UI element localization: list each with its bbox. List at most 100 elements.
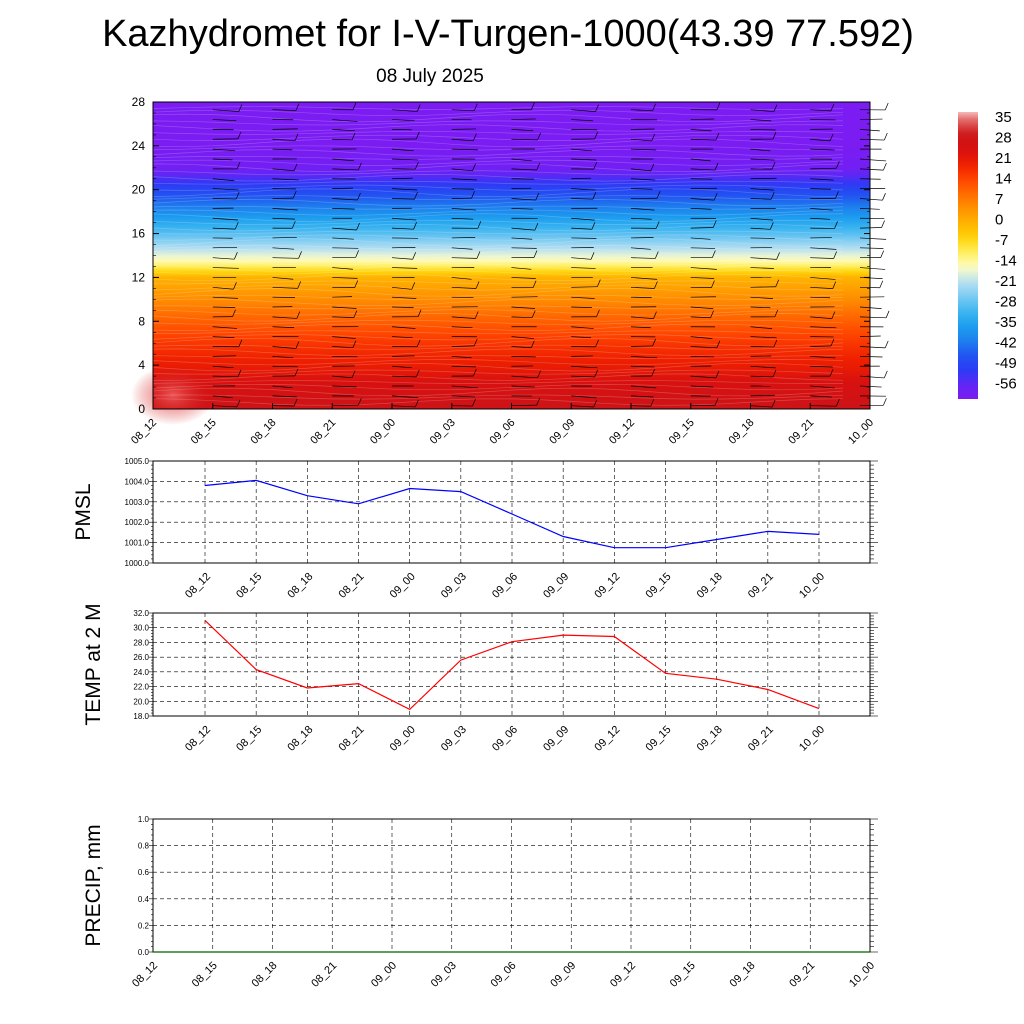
wind-barb	[630, 188, 653, 190]
wind-barb	[332, 404, 359, 407]
wind-barb	[451, 326, 473, 329]
wind-barb-feather	[358, 162, 362, 171]
contour-line	[152, 163, 844, 173]
wind-barb	[391, 395, 419, 399]
contour-line	[152, 362, 844, 372]
wind-barb-feather	[884, 340, 889, 349]
y-tick-label: 0.2	[138, 921, 150, 930]
temperature-contours	[152, 106, 844, 406]
contour-line	[152, 398, 844, 406]
wind-barb	[571, 198, 593, 200]
wind-barb-feather	[415, 369, 420, 378]
wind-barb	[212, 296, 238, 299]
wind-barb-feather	[533, 250, 538, 258]
wind-barb	[332, 316, 354, 318]
wind-barb	[690, 138, 716, 141]
wind-barb-feather	[236, 399, 241, 408]
wind-barb	[511, 306, 535, 309]
wind-barb	[630, 208, 655, 211]
wind-barb	[272, 148, 293, 151]
wind-barb	[272, 316, 297, 319]
wind-barb-feather	[774, 309, 779, 317]
wind-barb	[212, 286, 234, 290]
y-tick-label: 1003.0	[125, 498, 150, 507]
wind-barb	[859, 385, 882, 388]
wind-barb	[630, 365, 655, 368]
wind-barb	[332, 227, 357, 231]
wind-barb	[750, 306, 771, 309]
contour-line	[152, 323, 844, 331]
wind-barb	[750, 326, 773, 329]
x-tick-label: 10_00	[846, 417, 876, 447]
y-tick-label: 1001.0	[125, 539, 150, 548]
wind-barb-feather	[351, 370, 356, 378]
wind-barb	[451, 257, 477, 259]
wind-barb-feather	[836, 161, 840, 169]
wind-barb-feather	[471, 191, 475, 199]
x-tick-label: 09_03	[428, 417, 458, 447]
x-tick-label: 08_21	[308, 417, 338, 447]
contour-line	[152, 387, 844, 397]
wind-barb-feather	[415, 161, 419, 170]
temp2m-frame	[152, 612, 871, 717]
wind-barb-feather	[832, 281, 837, 289]
wind-barb-feather	[414, 191, 418, 200]
wind-barb-feather	[235, 191, 240, 200]
contour-line	[152, 149, 844, 157]
wind-barb	[511, 404, 537, 407]
wind-barb	[571, 177, 592, 180]
wind-barb-feather	[298, 251, 302, 259]
wind-barb-feather	[595, 104, 599, 112]
wind-barb-feather	[473, 368, 477, 377]
wind-barb	[332, 237, 354, 240]
wind-barb-feather	[883, 162, 887, 171]
wind-barb-feather	[592, 192, 597, 200]
wind-barb	[630, 316, 654, 319]
x-tick-label: 08_21	[337, 571, 367, 601]
wind-barb	[690, 375, 716, 379]
wind-barb	[859, 267, 886, 270]
wind-barb	[810, 316, 832, 320]
y-tick-label: 4	[138, 358, 145, 372]
wind-barb-feather	[771, 399, 776, 408]
wind-barb	[630, 217, 652, 220]
wind-barb-feather	[537, 370, 541, 378]
wind-barb	[272, 168, 295, 172]
wind-barb	[690, 208, 712, 210]
wind-barb	[212, 178, 235, 182]
wind-barb	[750, 365, 776, 369]
wind-barb	[859, 237, 887, 240]
wind-barb	[810, 208, 833, 211]
contour-line	[152, 120, 844, 126]
wind-barb	[630, 178, 656, 181]
wind-barb	[630, 247, 651, 250]
x-tick-label: 08_15	[190, 960, 220, 990]
wind-barb	[391, 306, 414, 308]
wind-barb	[571, 306, 592, 309]
wind-barb-feather	[530, 102, 535, 110]
wind-barb	[451, 217, 474, 220]
wind-barb	[571, 257, 592, 260]
wind-barb	[511, 267, 532, 270]
wind-barb	[511, 336, 535, 339]
wind-barb-feather	[772, 131, 777, 140]
contour-line	[152, 131, 844, 135]
x-tick-label: 09_18	[728, 960, 758, 990]
contour-line	[152, 337, 844, 347]
wind-barb-feather	[883, 132, 888, 141]
wind-barb-feather	[594, 369, 598, 378]
x-tick-label: 09_15	[644, 724, 674, 754]
colorbar-label: 21	[995, 150, 1012, 167]
wind-barb-feather	[353, 310, 358, 318]
wind-barb-feather	[769, 222, 774, 230]
wind-barb-feather	[829, 368, 834, 377]
wind-barb-feather	[714, 398, 719, 406]
y-tick-label: 24.0	[133, 668, 149, 677]
y-tick-label: 24	[132, 139, 146, 153]
wind-barb	[451, 356, 472, 359]
chart-subtitle: 08 July 2025	[376, 66, 484, 87]
contour-line	[152, 209, 844, 216]
wind-barb	[332, 198, 358, 201]
x-tick-label: 09_12	[592, 571, 622, 601]
